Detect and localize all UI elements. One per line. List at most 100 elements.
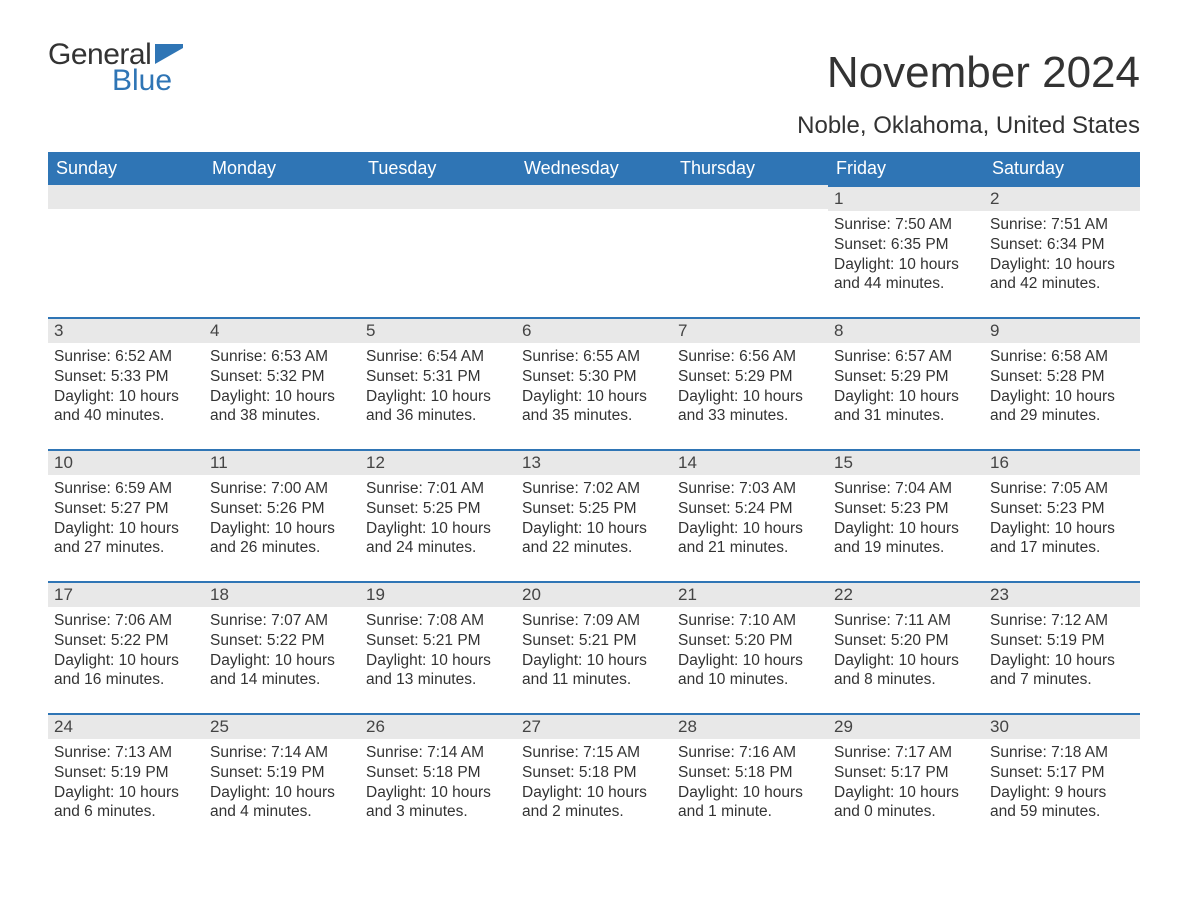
calendar-header-row: SundayMondayTuesdayWednesdayThursdayFrid… (48, 152, 1140, 185)
sunset-text: Sunset: 6:34 PM (990, 235, 1134, 255)
day-number: 20 (516, 581, 672, 607)
day-cell: 23Sunrise: 7:12 AMSunset: 5:19 PMDayligh… (984, 581, 1140, 713)
day-number: 27 (516, 713, 672, 739)
day-details: Sunrise: 7:15 AMSunset: 5:18 PMDaylight:… (516, 739, 672, 834)
daylight-text: Daylight: 10 hours and 24 minutes. (366, 519, 510, 559)
day-number: 7 (672, 317, 828, 343)
day-details: Sunrise: 6:52 AMSunset: 5:33 PMDaylight:… (48, 343, 204, 438)
logo-text: General Blue (48, 40, 183, 96)
daylight-text: Daylight: 10 hours and 14 minutes. (210, 651, 354, 691)
daylight-text: Daylight: 10 hours and 27 minutes. (54, 519, 198, 559)
day-cell: 30Sunrise: 7:18 AMSunset: 5:17 PMDayligh… (984, 713, 1140, 845)
day-header: Tuesday (360, 152, 516, 185)
daylight-text: Daylight: 10 hours and 7 minutes. (990, 651, 1134, 691)
sunset-text: Sunset: 5:23 PM (834, 499, 978, 519)
sunset-text: Sunset: 5:24 PM (678, 499, 822, 519)
sunset-text: Sunset: 5:18 PM (678, 763, 822, 783)
sunrise-text: Sunrise: 7:02 AM (522, 479, 666, 499)
sunrise-text: Sunrise: 7:06 AM (54, 611, 198, 631)
day-number: 18 (204, 581, 360, 607)
title-block: November 2024 Noble, Oklahoma, United St… (797, 30, 1140, 140)
daylight-text: Daylight: 10 hours and 17 minutes. (990, 519, 1134, 559)
day-cell: 29Sunrise: 7:17 AMSunset: 5:17 PMDayligh… (828, 713, 984, 845)
sunset-text: Sunset: 5:28 PM (990, 367, 1134, 387)
day-number: 10 (48, 449, 204, 475)
sunrise-text: Sunrise: 7:50 AM (834, 215, 978, 235)
sunrise-text: Sunrise: 7:04 AM (834, 479, 978, 499)
daylight-text: Daylight: 10 hours and 38 minutes. (210, 387, 354, 427)
sunset-text: Sunset: 5:18 PM (366, 763, 510, 783)
day-header: Sunday (48, 152, 204, 185)
sunset-text: Sunset: 5:27 PM (54, 499, 198, 519)
sunrise-text: Sunrise: 7:03 AM (678, 479, 822, 499)
calendar-body: 1Sunrise: 7:50 AMSunset: 6:35 PMDaylight… (48, 185, 1140, 845)
logo-word-blue: Blue (112, 66, 183, 96)
day-details: Sunrise: 7:10 AMSunset: 5:20 PMDaylight:… (672, 607, 828, 702)
day-details: Sunrise: 6:53 AMSunset: 5:32 PMDaylight:… (204, 343, 360, 438)
sunset-text: Sunset: 5:33 PM (54, 367, 198, 387)
sunrise-text: Sunrise: 6:59 AM (54, 479, 198, 499)
sunrise-text: Sunrise: 7:01 AM (366, 479, 510, 499)
day-cell: 22Sunrise: 7:11 AMSunset: 5:20 PMDayligh… (828, 581, 984, 713)
sunrise-text: Sunrise: 7:07 AM (210, 611, 354, 631)
day-number: 21 (672, 581, 828, 607)
day-number: 26 (360, 713, 516, 739)
sunrise-text: Sunrise: 7:17 AM (834, 743, 978, 763)
day-details: Sunrise: 7:01 AMSunset: 5:25 PMDaylight:… (360, 475, 516, 570)
day-details: Sunrise: 7:05 AMSunset: 5:23 PMDaylight:… (984, 475, 1140, 570)
daylight-text: Daylight: 10 hours and 36 minutes. (366, 387, 510, 427)
daylight-text: Daylight: 10 hours and 22 minutes. (522, 519, 666, 559)
sunrise-text: Sunrise: 7:14 AM (210, 743, 354, 763)
day-number: 22 (828, 581, 984, 607)
daylight-text: Daylight: 10 hours and 19 minutes. (834, 519, 978, 559)
sunset-text: Sunset: 5:25 PM (366, 499, 510, 519)
day-header: Saturday (984, 152, 1140, 185)
sunset-text: Sunset: 5:20 PM (678, 631, 822, 651)
day-cell: 11Sunrise: 7:00 AMSunset: 5:26 PMDayligh… (204, 449, 360, 581)
daylight-text: Daylight: 10 hours and 40 minutes. (54, 387, 198, 427)
day-details: Sunrise: 6:54 AMSunset: 5:31 PMDaylight:… (360, 343, 516, 438)
sunset-text: Sunset: 5:30 PM (522, 367, 666, 387)
daylight-text: Daylight: 10 hours and 4 minutes. (210, 783, 354, 823)
empty-day-bar (672, 185, 828, 209)
day-cell: 6Sunrise: 6:55 AMSunset: 5:30 PMDaylight… (516, 317, 672, 449)
calendar-week: 3Sunrise: 6:52 AMSunset: 5:33 PMDaylight… (48, 317, 1140, 449)
sunset-text: Sunset: 5:26 PM (210, 499, 354, 519)
day-cell: 15Sunrise: 7:04 AMSunset: 5:23 PMDayligh… (828, 449, 984, 581)
day-cell: 5Sunrise: 6:54 AMSunset: 5:31 PMDaylight… (360, 317, 516, 449)
daylight-text: Daylight: 10 hours and 44 minutes. (834, 255, 978, 295)
empty-cell (204, 185, 360, 317)
day-details: Sunrise: 7:14 AMSunset: 5:18 PMDaylight:… (360, 739, 516, 834)
day-cell: 19Sunrise: 7:08 AMSunset: 5:21 PMDayligh… (360, 581, 516, 713)
day-cell: 14Sunrise: 7:03 AMSunset: 5:24 PMDayligh… (672, 449, 828, 581)
sunrise-text: Sunrise: 7:05 AM (990, 479, 1134, 499)
daylight-text: Daylight: 10 hours and 1 minute. (678, 783, 822, 823)
day-details: Sunrise: 7:14 AMSunset: 5:19 PMDaylight:… (204, 739, 360, 834)
sunrise-text: Sunrise: 7:08 AM (366, 611, 510, 631)
day-details: Sunrise: 7:06 AMSunset: 5:22 PMDaylight:… (48, 607, 204, 702)
sunrise-text: Sunrise: 6:58 AM (990, 347, 1134, 367)
day-details: Sunrise: 7:03 AMSunset: 5:24 PMDaylight:… (672, 475, 828, 570)
day-cell: 13Sunrise: 7:02 AMSunset: 5:25 PMDayligh… (516, 449, 672, 581)
sunrise-text: Sunrise: 7:16 AM (678, 743, 822, 763)
day-cell: 16Sunrise: 7:05 AMSunset: 5:23 PMDayligh… (984, 449, 1140, 581)
day-number: 8 (828, 317, 984, 343)
sunrise-text: Sunrise: 7:14 AM (366, 743, 510, 763)
day-cell: 7Sunrise: 6:56 AMSunset: 5:29 PMDaylight… (672, 317, 828, 449)
daylight-text: Daylight: 10 hours and 21 minutes. (678, 519, 822, 559)
daylight-text: Daylight: 10 hours and 13 minutes. (366, 651, 510, 691)
day-header: Wednesday (516, 152, 672, 185)
day-details: Sunrise: 7:16 AMSunset: 5:18 PMDaylight:… (672, 739, 828, 834)
day-details: Sunrise: 7:51 AMSunset: 6:34 PMDaylight:… (984, 211, 1140, 306)
day-cell: 3Sunrise: 6:52 AMSunset: 5:33 PMDaylight… (48, 317, 204, 449)
sunrise-text: Sunrise: 7:12 AM (990, 611, 1134, 631)
daylight-text: Daylight: 10 hours and 31 minutes. (834, 387, 978, 427)
day-number: 23 (984, 581, 1140, 607)
daylight-text: Daylight: 10 hours and 26 minutes. (210, 519, 354, 559)
sunrise-text: Sunrise: 7:11 AM (834, 611, 978, 631)
day-details: Sunrise: 7:12 AMSunset: 5:19 PMDaylight:… (984, 607, 1140, 702)
day-cell: 20Sunrise: 7:09 AMSunset: 5:21 PMDayligh… (516, 581, 672, 713)
daylight-text: Daylight: 10 hours and 8 minutes. (834, 651, 978, 691)
sunset-text: Sunset: 5:19 PM (210, 763, 354, 783)
daylight-text: Daylight: 10 hours and 11 minutes. (522, 651, 666, 691)
